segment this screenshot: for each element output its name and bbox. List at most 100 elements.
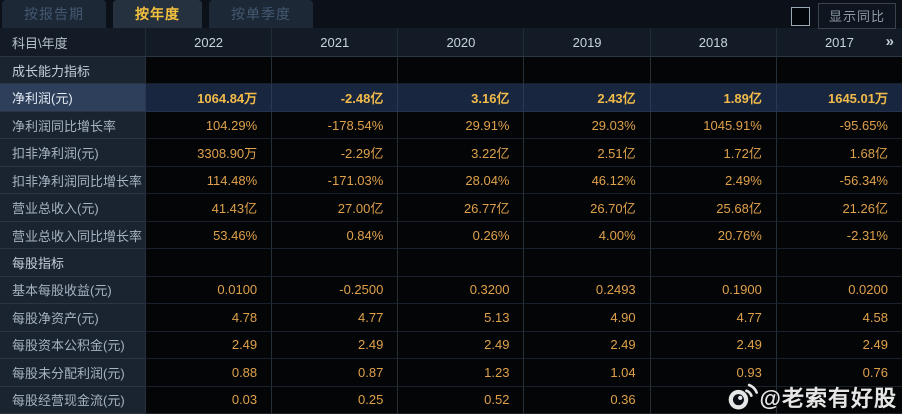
year-header-2018: 2018 (649, 28, 776, 56)
row-label: 成长能力指标 (0, 57, 145, 85)
data-cell: 53.46% (145, 221, 272, 250)
compare-controls: 显示同比 (790, 3, 896, 29)
data-cell: 0.1900 (649, 276, 776, 305)
data-cell (271, 57, 398, 85)
table-row[interactable]: 每股经营现金流(元) 0.03 0.25 0.52 0.36 (0, 386, 902, 414)
data-cell: 0.26% (397, 221, 524, 250)
data-cell (649, 249, 776, 277)
more-years-icon[interactable]: » (885, 32, 894, 50)
data-cell: 0.88 (145, 359, 272, 387)
show-yoy-label[interactable]: 显示同比 (817, 3, 896, 29)
data-cell: 104.29% (145, 111, 272, 140)
data-cell: 1.89亿 (649, 84, 776, 112)
data-cell: 2.49 (397, 331, 524, 360)
data-cell: -95.65% (775, 111, 902, 140)
data-cell: 0.87 (271, 359, 398, 387)
table-row[interactable]: 扣非净利润(元) 3308.90万 -2.29亿 3.22亿 2.51亿 1.72亿 1.6… (0, 139, 902, 167)
table-row[interactable]: 净利润同比增长率 104.29% -178.54% 29.91% 29.03% 1045.… (0, 111, 902, 140)
data-cell: 2.49 (145, 331, 272, 360)
data-cell (775, 57, 902, 85)
tab-by-report-period[interactable]: 按报告期 (2, 0, 106, 28)
year-header-2017: 2017 » (775, 28, 902, 56)
data-cell: 2.49 (523, 331, 650, 360)
data-cell: 46.12% (523, 166, 650, 195)
data-cell: -56.34% (775, 166, 902, 195)
row-label: 每股经营现金流(元) (0, 386, 145, 414)
data-cell (271, 249, 398, 277)
section-row[interactable]: 每股指标 (0, 249, 902, 277)
table-body: 成长能力指标 净利润(元) 1064.84万 -2.48亿 3.16亿 2.43亿 1.89… (0, 57, 902, 414)
data-cell: 0.76 (775, 359, 902, 387)
data-cell: 0.84% (271, 221, 398, 250)
section-row[interactable]: 成长能力指标 (0, 57, 902, 85)
row-label: 营业总收入(元) (0, 194, 145, 222)
corner-header: 科目\年度 (12, 35, 68, 51)
data-cell: 28.04% (397, 166, 524, 195)
data-cell: 20.76% (649, 221, 776, 250)
data-cell: 4.77 (649, 304, 776, 332)
year-header-2021: 2021 (271, 28, 397, 56)
data-cell: 0.52 (397, 386, 524, 414)
data-cell: 114.48% (145, 166, 272, 195)
data-cell (649, 386, 776, 414)
year-header-2019: 2019 (523, 28, 649, 56)
data-cell: 2.49 (271, 331, 398, 360)
row-label: 营业总收入同比增长率 (0, 221, 145, 250)
data-cell: 2.51亿 (523, 139, 650, 167)
data-cell: 1.23 (397, 359, 524, 387)
data-cell: 1045.91% (649, 111, 776, 140)
data-cell (397, 249, 524, 277)
data-cell: 0.36 (523, 386, 650, 414)
data-cell: -171.03% (271, 166, 398, 195)
data-cell: 27.00亿 (271, 194, 398, 222)
row-label: 基本每股收益(元) (0, 276, 145, 305)
data-cell: 4.77 (271, 304, 398, 332)
data-cell: 5.13 (397, 304, 524, 332)
data-cell: 2.49% (649, 166, 776, 195)
row-label: 每股资本公积金(元) (0, 331, 145, 360)
data-cell: 1.04 (523, 359, 650, 387)
data-cell: -2.48亿 (271, 84, 398, 112)
table-row[interactable]: 净利润(元) 1064.84万 -2.48亿 3.16亿 2.43亿 1.89亿 1645.… (0, 84, 902, 112)
tab-by-year[interactable]: 按年度 (113, 0, 202, 28)
data-cell: 26.77亿 (397, 194, 524, 222)
data-cell (523, 57, 650, 85)
data-cell (145, 57, 272, 85)
data-cell: 3.16亿 (397, 84, 524, 112)
data-cell: 25.68亿 (649, 194, 776, 222)
data-cell: 0.25 (271, 386, 398, 414)
table-row[interactable]: 每股资本公积金(元) 2.49 2.49 2.49 2.49 2.49 2.49 (0, 331, 902, 360)
table-row[interactable]: 基本每股收益(元) 0.0100 -0.2500 0.3200 0.2493 0.1900… (0, 276, 902, 305)
data-cell: 4.90 (523, 304, 650, 332)
row-label: 扣非净利润(元) (0, 139, 145, 167)
data-cell: -2.29亿 (271, 139, 398, 167)
data-cell: 2.49 (775, 331, 902, 360)
row-label: 扣非净利润同比增长率 (0, 166, 145, 195)
data-cell: 0.0200 (775, 276, 902, 305)
data-cell: -178.54% (271, 111, 398, 140)
data-cell: 1064.84万 (145, 84, 272, 112)
table-row[interactable]: 每股未分配利润(元) 0.88 0.87 1.23 1.04 0.93 0.76 (0, 359, 902, 387)
year-header-2022: 2022 (145, 28, 271, 56)
data-cell: 1645.01万 (775, 84, 902, 112)
data-cell (649, 57, 776, 85)
data-cell: 21.26亿 (775, 194, 902, 222)
table-row[interactable]: 每股净资产(元) 4.78 4.77 5.13 4.90 4.77 4.58 (0, 304, 902, 332)
table-row[interactable]: 营业总收入同比增长率 53.46% 0.84% 0.26% 4.00% 20.76% -2.… (0, 221, 902, 250)
data-cell: 41.43亿 (145, 194, 272, 222)
year-header-2020: 2020 (397, 28, 523, 56)
data-cell (145, 249, 272, 277)
data-cell: 0.3200 (397, 276, 524, 305)
data-cell (397, 57, 524, 85)
row-label: 净利润同比增长率 (0, 111, 145, 140)
show-yoy-checkbox[interactable] (790, 6, 810, 26)
data-cell: -2.31% (775, 221, 902, 250)
data-cell: 1.68亿 (775, 139, 902, 167)
data-cell: 0.2493 (523, 276, 650, 305)
table-row[interactable]: 营业总收入(元) 41.43亿 27.00亿 26.77亿 26.70亿 25.68亿 21… (0, 194, 902, 222)
data-cell: 4.58 (775, 304, 902, 332)
table-row[interactable]: 扣非净利润同比增长率 114.48% -171.03% 28.04% 46.12% 2.4… (0, 166, 902, 195)
tab-by-single-quarter[interactable]: 按单季度 (209, 0, 313, 28)
row-label: 每股未分配利润(元) (0, 359, 145, 387)
